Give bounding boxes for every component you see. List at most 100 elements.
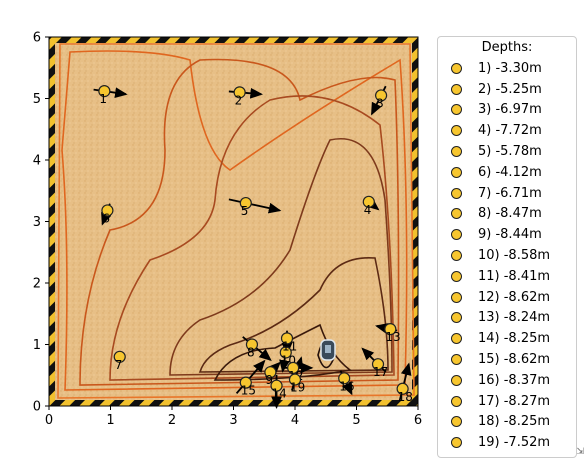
y-axis-ticks: 0 1 2 3 4 5 6	[33, 31, 49, 415]
legend-label: 19) -7.52m	[478, 435, 551, 451]
legend-item: 7) -6.71m	[438, 183, 576, 204]
x-tick-label: 5	[352, 413, 360, 428]
contour-line	[61, 50, 408, 391]
legend-marker-icon	[451, 333, 462, 345]
point-label: 7	[115, 358, 123, 372]
legend-marker-icon	[451, 354, 462, 366]
legend-title: Depths:	[481, 40, 533, 55]
legend-item: 15) -8.62m	[438, 349, 576, 370]
data-point	[396, 382, 409, 395]
data-point	[375, 89, 388, 102]
legend-item: 3) -6.97m	[438, 100, 576, 121]
x-tick-label: 1	[106, 413, 114, 428]
data-point	[384, 323, 397, 336]
data-point	[239, 376, 252, 389]
legend-marker-icon	[451, 104, 462, 116]
legend-label: 8) -8.47m	[478, 206, 542, 222]
legend-item: 11) -8.41m	[438, 266, 576, 287]
data-points: 12345678910111213141516171819	[98, 85, 413, 404]
legend-label: 14) -8.25m	[478, 331, 551, 347]
x-axis-ticks: 0 1 2 3 4 5 6	[45, 406, 422, 428]
x-tick-label: 6	[414, 413, 422, 428]
legend-label: 16) -8.37m	[478, 372, 551, 388]
legend-item: 1) -3.30m	[438, 58, 576, 79]
point-label: 11	[282, 339, 297, 353]
legend: Depths: 1) -3.30m 2) -5.25m 3) -6.97m 4) -7…	[437, 36, 577, 458]
y-tick-label: 4	[33, 154, 41, 169]
legend-marker-icon	[451, 437, 462, 449]
point-label: 5	[241, 204, 249, 218]
legend-marker-icon	[451, 166, 462, 178]
data-point	[233, 86, 246, 99]
legend-marker-icon	[451, 395, 462, 407]
y-tick-label: 1	[33, 338, 41, 353]
resize-grip-icon[interactable]: ⇲	[576, 447, 584, 457]
legend-item: 14) -8.25m	[438, 328, 576, 349]
legend-items: 1) -3.30m 2) -5.25m 3) -6.97m 4) -7.72m 5) -…	[438, 58, 576, 453]
point-label: 1	[99, 92, 107, 106]
contour-line	[79, 58, 400, 386]
legend-marker-icon	[451, 416, 462, 428]
point-label: 2	[235, 93, 243, 107]
data-point	[264, 366, 277, 379]
y-tick-label: 5	[33, 92, 41, 107]
legend-marker-icon	[451, 291, 462, 303]
axes: 0 1 2 3 4 5 6 0 1 2 3 4 5 6	[33, 31, 422, 429]
data-point	[371, 358, 385, 371]
legend-item: 17) -8.27m	[438, 391, 576, 412]
legend-label: 4) -7.72m	[478, 123, 542, 139]
data-point	[362, 195, 375, 208]
legend-marker-icon	[451, 229, 462, 241]
contour-line	[57, 43, 415, 399]
legend-item: 12) -8.62m	[438, 287, 576, 308]
data-point	[287, 361, 300, 374]
legend-label: 15) -8.62m	[478, 352, 551, 368]
legend-item: 19) -7.52m	[438, 432, 576, 453]
legend-item: 5) -5.78m	[438, 141, 576, 162]
buoy-icon	[320, 339, 336, 361]
legend-label: 13) -8.24m	[478, 310, 551, 326]
legend-marker-icon	[451, 208, 462, 220]
point-label: 8	[247, 346, 255, 360]
legend-label: 11) -8.41m	[478, 268, 551, 284]
point-label: 4	[364, 203, 372, 217]
legend-item: 4) -7.72m	[438, 120, 576, 141]
legend-marker-icon	[451, 62, 462, 74]
point-label: 16	[339, 379, 354, 393]
y-tick-label: 2	[33, 277, 41, 292]
current-arrow	[235, 359, 266, 394]
point-label: 15	[241, 384, 256, 398]
legend-item: 2) -5.25m	[438, 79, 576, 100]
y-tick-label: 0	[33, 400, 41, 415]
point-label: 14	[272, 387, 287, 401]
y-tick-label: 6	[33, 31, 41, 46]
data-point	[98, 85, 111, 98]
data-point	[288, 373, 302, 386]
legend-label: 1) -3.30m	[478, 60, 542, 76]
contour-line	[169, 138, 393, 376]
legend-item: 18) -8.25m	[438, 412, 576, 433]
contour-line	[198, 257, 389, 373]
legend-label: 17) -8.27m	[478, 393, 551, 409]
contour-line	[109, 95, 395, 381]
legend-item: 8) -8.47m	[438, 204, 576, 225]
legend-item: 13) -8.24m	[438, 308, 576, 329]
x-tick-label: 3	[229, 413, 237, 428]
legend-label: 2) -5.25m	[478, 81, 542, 97]
data-point	[245, 338, 259, 351]
data-point	[101, 204, 114, 217]
x-tick-label: 0	[45, 413, 53, 428]
data-point	[279, 346, 292, 359]
y-tick-label: 3	[33, 215, 41, 230]
point-label: 13	[385, 330, 400, 344]
current-arrow	[398, 362, 412, 402]
point-label: 17	[373, 365, 388, 379]
point-label: 3	[376, 96, 384, 110]
data-point	[239, 196, 252, 210]
legend-marker-icon	[451, 83, 462, 95]
legend-item: 16) -8.37m	[438, 370, 576, 391]
legend-item: 6) -4.12m	[438, 162, 576, 183]
legend-label: 5) -5.78m	[478, 144, 542, 160]
legend-item: 9) -8.44m	[438, 224, 576, 245]
